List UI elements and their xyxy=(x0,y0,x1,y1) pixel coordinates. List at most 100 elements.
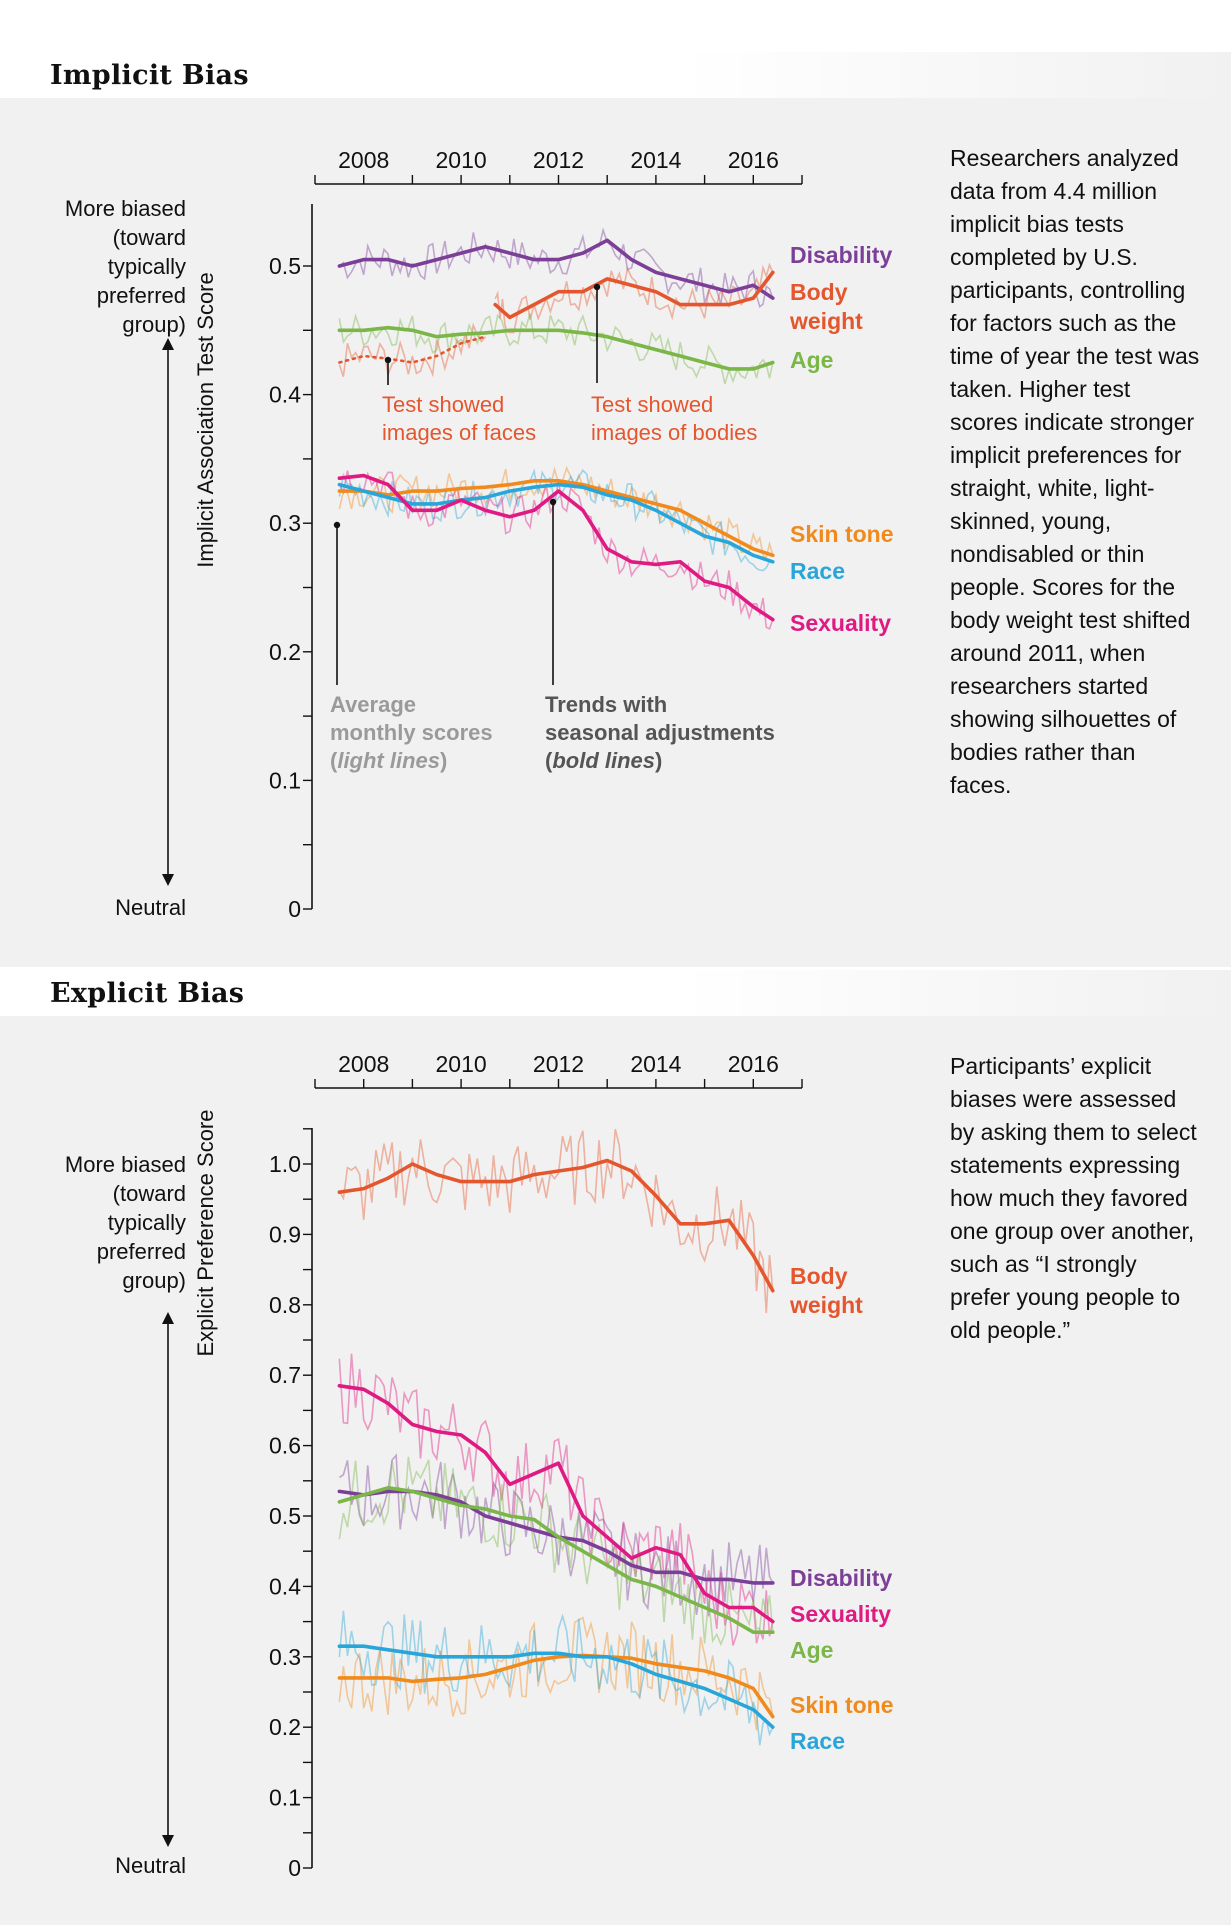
implicit-x-tick-label: 2014 xyxy=(630,147,681,173)
explicit-x-tick-label: 2014 xyxy=(630,1051,681,1077)
implicit-panel: Implicit Bias Researchers analyzed data … xyxy=(0,52,1231,967)
explicit-trend-line-race xyxy=(337,1644,775,1729)
implicit-trend-line-race xyxy=(337,482,775,564)
explicit-monthly-line-body-weight xyxy=(338,1128,774,1314)
implicit-y-tick-label: 0.5 xyxy=(269,253,301,279)
implicit-y-tick-label: 0.2 xyxy=(269,639,301,665)
implicit-x-tick-label: 2016 xyxy=(728,147,779,173)
explicit-monthly-line-sexuality xyxy=(338,1353,774,1646)
implicit-x-tick-label: 2012 xyxy=(533,147,584,173)
implicit-more-biased-label: group) xyxy=(122,312,186,337)
annotation-trend-text: seasonal adjustments xyxy=(545,720,775,745)
explicit-x-tick-label: 2008 xyxy=(338,1051,389,1077)
explicit-chart: 2008 2010 2012 2014 2016 0 0.1 0.2 0.3 0.4 0.5 0.6 0… xyxy=(65,1051,894,1881)
implicit-trend-line-sexuality xyxy=(337,473,775,622)
implicit-x-tick-label: 2008 xyxy=(338,147,389,173)
explicit-trend-line-sexuality xyxy=(337,1384,775,1624)
implicit-series-label-weight: weight xyxy=(789,308,863,334)
annotation-average-text: monthly scores xyxy=(330,720,493,745)
explicit-series-label-sexuality: Sexuality xyxy=(790,1601,891,1627)
implicit-monthly-line-body-weight-faces- xyxy=(338,322,487,378)
implicit-series-label-sexuality: Sexuality xyxy=(790,610,891,636)
explicit-y-tick-label: 0.9 xyxy=(269,1221,301,1247)
explicit-y-tick-label: 0.4 xyxy=(269,1573,301,1599)
implicit-series-label-skin-tone: Skin tone xyxy=(790,521,894,547)
explicit-more-biased-label: typically xyxy=(108,1210,186,1235)
implicit-note: Researchers analyzed data from 4.4 milli… xyxy=(950,145,1200,798)
annotation-average-dot xyxy=(333,521,341,529)
implicit-more-biased-label: typically xyxy=(108,254,186,279)
explicit-monthly-line-skin-tone xyxy=(338,1616,774,1731)
implicit-neutral-label: Neutral xyxy=(115,895,186,920)
implicit-title: Implicit Bias xyxy=(50,60,249,91)
implicit-arrow-down-icon xyxy=(162,874,174,886)
explicit-note: Participants’ explicit biases were asses… xyxy=(950,1053,1197,1343)
explicit-y-axis-label: Explicit Preference Score xyxy=(193,1110,218,1357)
annotation-faces-dot xyxy=(384,356,392,364)
explicit-series-label-race: Race xyxy=(790,1728,845,1754)
implicit-series-label-disability: Disability xyxy=(790,242,892,268)
explicit-y-tick-label: 0 xyxy=(288,1855,301,1881)
explicit-series-label-age: Age xyxy=(790,1637,833,1663)
implicit-y-tick-label: 0.3 xyxy=(269,510,301,536)
explicit-y-tick-label: 1.0 xyxy=(269,1151,301,1177)
explicit-y-tick-label: 0.1 xyxy=(269,1785,301,1811)
explicit-monthly-line-race xyxy=(338,1610,774,1746)
implicit-monthly-line-race xyxy=(338,468,773,572)
implicit-trend-line-age xyxy=(337,325,775,371)
explicit-x-tick-label: 2012 xyxy=(533,1051,584,1077)
explicit-y-tick-label: 0.8 xyxy=(269,1292,301,1318)
implicit-trend-line-body-weight xyxy=(493,270,775,320)
annotation-trend-text: Trends with xyxy=(545,692,667,717)
explicit-series-label-disability: Disability xyxy=(790,1565,892,1591)
explicit-arrow-up-icon xyxy=(162,1312,174,1324)
annotation-bodies-text: images of bodies xyxy=(591,420,757,445)
implicit-more-biased-label: More biased xyxy=(65,196,186,221)
explicit-header xyxy=(0,970,1231,1016)
implicit-series-label-body: Body xyxy=(790,279,848,305)
implicit-x-tick-label: 2010 xyxy=(436,147,487,173)
implicit-series-label-age: Age xyxy=(790,347,833,373)
annotation-bodies-text: Test showed xyxy=(591,392,713,417)
explicit-y-tick-label: 0.2 xyxy=(269,1714,301,1740)
explicit-more-biased-label: preferred xyxy=(97,1239,186,1264)
implicit-y-tick-label: 0.1 xyxy=(269,767,301,793)
explicit-monthly-line-disability xyxy=(338,1453,774,1617)
implicit-trend-line-disability xyxy=(337,238,775,300)
implicit-more-biased-label: preferred xyxy=(97,283,186,308)
implicit-arrow-up-icon xyxy=(162,338,174,350)
implicit-y-tick-label: 0.4 xyxy=(269,382,301,408)
implicit-trend-line-skin-tone xyxy=(337,479,775,558)
explicit-arrow-down-icon xyxy=(162,1835,174,1847)
explicit-y-tick-label: 0.6 xyxy=(269,1433,301,1459)
explicit-x-tick-label: 2016 xyxy=(728,1051,779,1077)
implicit-monthly-line-age xyxy=(338,313,774,385)
annotation-average-italic: (light lines) xyxy=(330,748,447,773)
explicit-trend-line-skin-tone xyxy=(337,1653,775,1719)
annotation-average-text: Average xyxy=(330,692,416,717)
explicit-y-tick-label: 0.5 xyxy=(269,1503,301,1529)
implicit-header xyxy=(0,52,1231,98)
explicit-panel: Explicit Bias Participants’ explicit bia… xyxy=(0,970,1231,1925)
annotation-faces-text: Test showed xyxy=(382,392,504,417)
explicit-x-tick-label: 2010 xyxy=(436,1051,487,1077)
implicit-y-tick-label: 0 xyxy=(288,896,301,922)
annotation-trend-dot xyxy=(549,498,557,506)
explicit-title: Explicit Bias xyxy=(50,978,245,1009)
annotation-faces-text: images of faces xyxy=(382,420,536,445)
implicit-more-biased-label: (toward xyxy=(113,225,186,250)
explicit-trend-line-age xyxy=(337,1486,775,1634)
implicit-trend-line-body-weight-faces- xyxy=(338,335,487,364)
implicit-y-axis-label: Implicit Association Test Score xyxy=(193,272,218,568)
explicit-y-tick-label: 0.7 xyxy=(269,1362,301,1388)
explicit-more-biased-label: (toward xyxy=(113,1181,186,1206)
explicit-series-label-skin-tone: Skin tone xyxy=(790,1692,894,1718)
explicit-series-label-body: Body xyxy=(790,1263,848,1289)
explicit-more-biased-label: group) xyxy=(122,1268,186,1293)
explicit-more-biased-label: More biased xyxy=(65,1152,186,1177)
explicit-y-tick-label: 0.3 xyxy=(269,1644,301,1670)
implicit-chart: 2008 2010 2012 2014 2016 0 0.1 0.2 0.3 0.4 0.5 Impl… xyxy=(65,147,894,922)
annotation-trend-italic: (bold lines) xyxy=(545,748,662,773)
implicit-series-label-race: Race xyxy=(790,558,845,584)
